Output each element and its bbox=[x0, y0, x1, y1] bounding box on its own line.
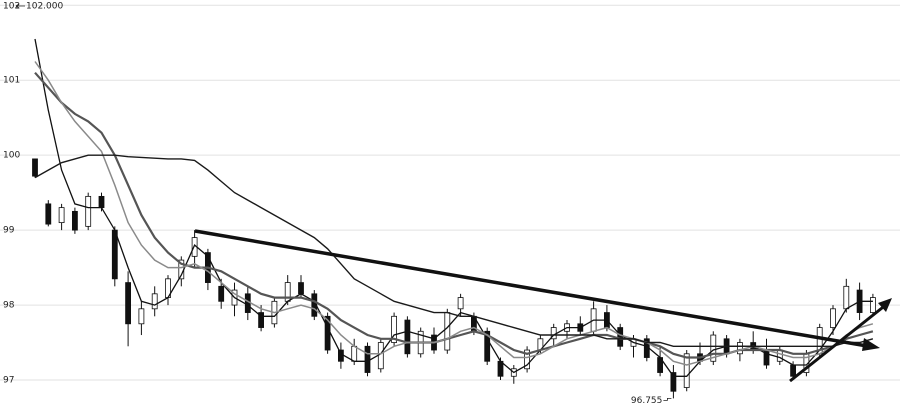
annotation-leader bbox=[663, 397, 672, 401]
candle-body bbox=[32, 158, 38, 177]
candle-body bbox=[484, 330, 491, 362]
candle-body bbox=[870, 297, 876, 313]
candle-body bbox=[790, 364, 796, 377]
candle-body bbox=[444, 312, 451, 351]
candle-body bbox=[72, 210, 78, 231]
y-tick-label: 102 bbox=[3, 2, 20, 12]
candle-body bbox=[377, 342, 384, 370]
candle-body bbox=[45, 203, 52, 225]
candle-body bbox=[404, 319, 411, 355]
candle-body bbox=[830, 308, 836, 328]
annotation-label: 102.000 bbox=[26, 2, 63, 12]
candle-body bbox=[138, 308, 145, 325]
candle-body bbox=[125, 282, 131, 325]
candle-body bbox=[524, 349, 530, 370]
candle-body bbox=[351, 345, 358, 362]
y-tick-label: 98 bbox=[3, 301, 15, 311]
candle-body bbox=[151, 293, 158, 310]
candle-body bbox=[391, 315, 398, 343]
candle-body bbox=[85, 195, 92, 227]
trend-line bbox=[789, 302, 888, 383]
candle-body bbox=[218, 285, 225, 302]
candle-body bbox=[258, 312, 265, 328]
annotation-arrow bbox=[15, 3, 25, 9]
candle-body bbox=[776, 349, 783, 362]
candle-body bbox=[737, 342, 743, 355]
moving-average-line bbox=[34, 61, 874, 366]
candle-body bbox=[244, 293, 251, 313]
candle-body bbox=[457, 297, 464, 310]
candle-body bbox=[683, 353, 690, 388]
candle-body bbox=[843, 285, 850, 310]
candle-body bbox=[617, 327, 624, 347]
annotation-label: 96.755 bbox=[631, 396, 663, 406]
trend-arrow-head bbox=[878, 298, 892, 312]
trend-arrow-head bbox=[862, 338, 880, 351]
candle-body bbox=[98, 195, 105, 209]
y-tick-label: 101 bbox=[3, 76, 20, 86]
y-tick-label: 97 bbox=[3, 376, 14, 386]
candle-body bbox=[58, 207, 65, 224]
candle-body bbox=[111, 229, 118, 280]
y-tick-label: 100 bbox=[3, 151, 20, 161]
trend-line bbox=[194, 229, 874, 349]
candle-body bbox=[298, 282, 304, 295]
candle-body bbox=[364, 345, 371, 373]
y-tick-label: 99 bbox=[3, 226, 15, 236]
moving-average-line bbox=[34, 154, 874, 347]
candle-body bbox=[710, 334, 717, 362]
candle-body bbox=[670, 372, 677, 392]
